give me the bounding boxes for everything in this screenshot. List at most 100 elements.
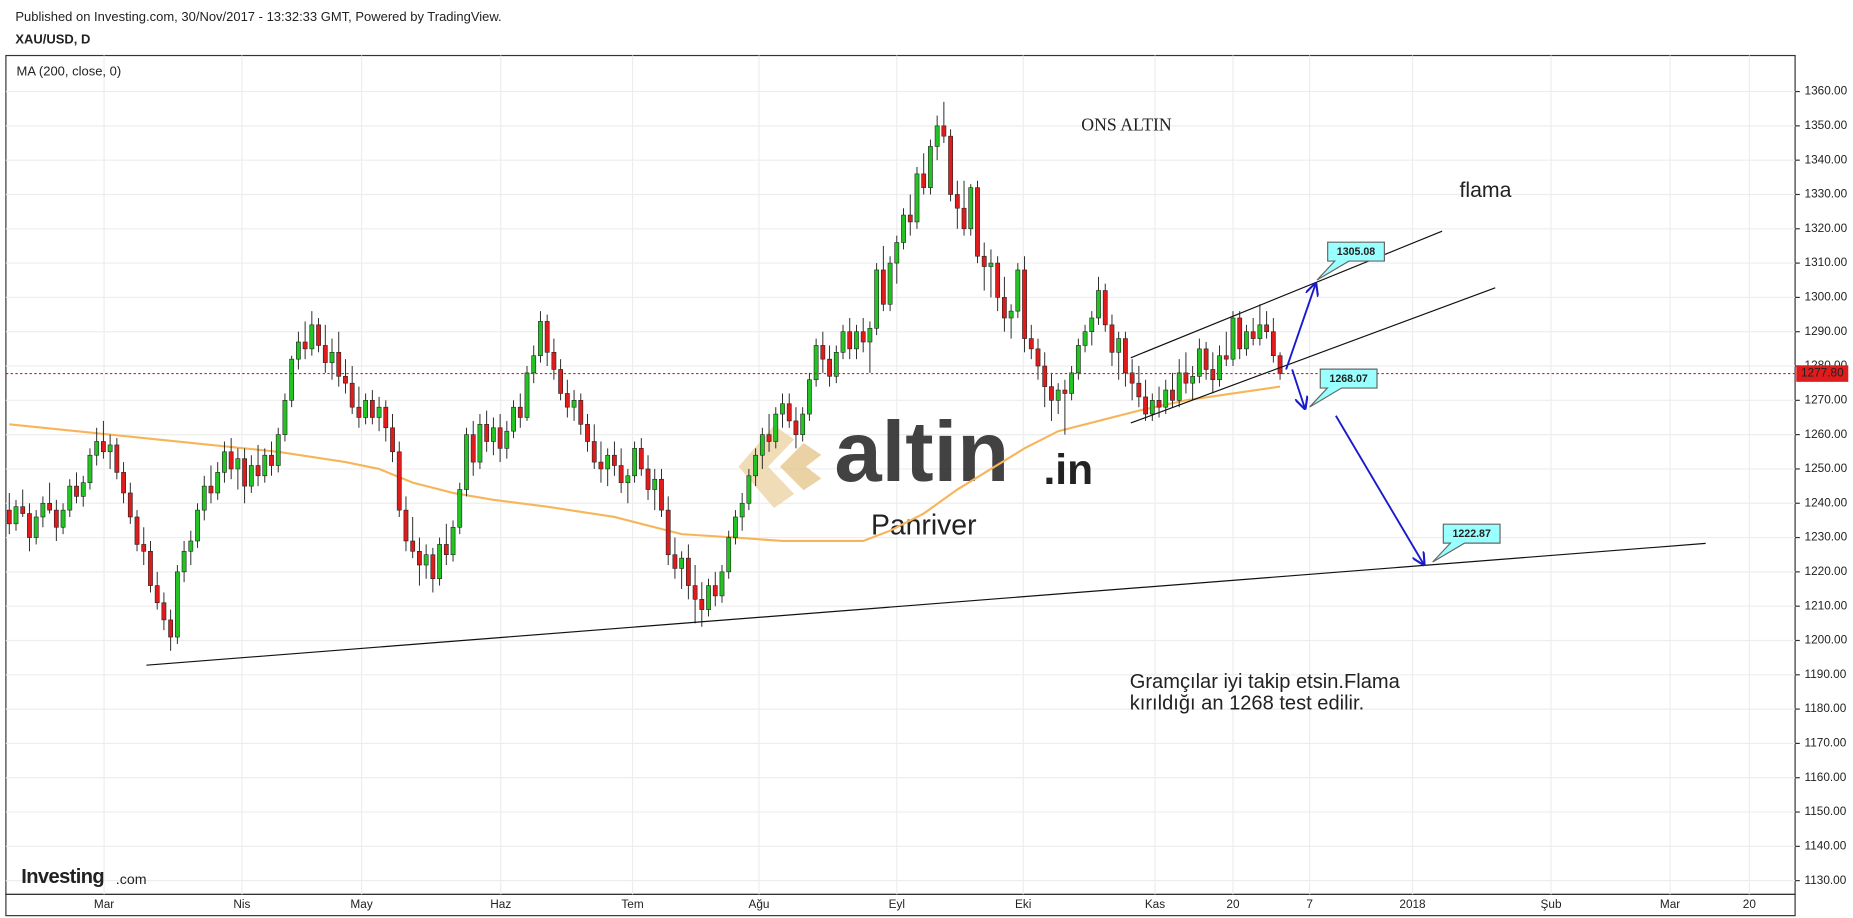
candle-body [60,509,66,528]
candle-body [511,406,516,432]
candle-body [659,478,664,511]
candle-body [1028,338,1034,350]
candle-body [605,454,611,470]
arrow [1285,284,1316,370]
callout-label: 1305.08 [1337,246,1376,258]
candle-body [847,331,853,350]
candle-body [141,544,147,552]
candle-body [255,465,261,477]
candle-body [47,502,52,511]
callout-label: 1222.87 [1452,528,1491,540]
candle-body [87,454,93,483]
candle-body [369,400,375,418]
callout-box [1432,523,1501,563]
candle-body [1237,317,1243,350]
candle-body [174,571,180,638]
candle-body [914,173,920,223]
candle-body [464,434,469,490]
candle-body [1008,310,1014,319]
candle-body [1170,389,1175,401]
annotation: Gramçılar iyi takip etsin.Flama [1130,671,1401,693]
candle-body [27,513,32,538]
candle-body [948,135,953,195]
x-tick-label: 20 [1743,897,1757,911]
candle-body [74,485,79,497]
candle-body [437,544,442,580]
y-tick-label: 1340.00 [1805,152,1848,166]
candle-body [968,187,974,230]
candle-body [759,434,765,456]
logo-main: Investing [21,866,104,888]
candle-body [80,482,86,497]
candle-body [786,403,792,422]
x-tick-label: Eki [1015,897,1031,911]
y-tick-label: 1150.00 [1805,804,1847,818]
candle-body [356,406,362,418]
candle-body [1042,365,1048,387]
ma-line [9,385,1281,543]
candle-body [390,427,395,453]
candle-body [242,458,247,487]
candle-body [1102,290,1108,326]
candle-body [383,406,389,429]
x-tick-label: Eyl [889,897,905,911]
candle-body [309,324,315,350]
candle-body [336,352,342,377]
candle-body [497,427,503,449]
candle-body [289,358,295,401]
annotation: ONS ALTIN [1081,114,1172,134]
candle-body [443,544,449,556]
candle-body [746,475,752,504]
candle-body [739,502,745,518]
candle-body [20,506,26,514]
candle-body [571,400,577,408]
candle-body [1244,331,1249,350]
candle-body [874,269,880,329]
candle-body [13,506,19,525]
candle-body [1163,389,1169,408]
y-tick-label: 1230.00 [1805,530,1848,544]
candle-body [201,485,207,511]
candle-body [1190,376,1196,384]
watermark-icon [779,443,822,491]
candle-body [450,526,456,556]
y-tick-label: 1350.00 [1805,118,1848,132]
candle-body [302,341,308,350]
candle-body [6,509,12,525]
candle-body [1257,324,1263,339]
candle-body [349,382,355,408]
candle-body [403,509,409,542]
candle-body [1089,317,1095,333]
x-tick-label: 2018 [1399,897,1426,911]
y-tick-label: 1190.00 [1805,667,1847,681]
candle-body [1230,317,1236,360]
y-tick-label: 1240.00 [1805,495,1848,509]
candle-body [854,331,859,350]
candle-body [618,465,624,483]
candle-body [154,585,160,604]
candle-body [504,430,510,449]
candle-body [1049,386,1054,401]
x-tick-label: Mar [94,897,114,911]
y-tick-label: 1250.00 [1805,461,1848,475]
candle-body [699,599,705,610]
candle-body [887,262,893,305]
candle-body [961,207,967,230]
candle-body [954,194,960,209]
y-tick-label: 1320.00 [1805,221,1848,235]
candle-body [1270,331,1276,357]
candle-body [860,331,866,343]
candle-body [558,369,563,394]
x-tick-label: Kas [1145,897,1165,911]
x-tick-label: 7 [1306,897,1313,911]
candle-body [322,345,328,363]
x-tick-label: Tem [621,897,643,911]
candle-body [524,372,530,418]
candle-body [188,540,194,552]
candle-body [490,427,496,442]
time-axis [5,893,1796,917]
candle-body [457,489,463,528]
candle-body [598,461,604,470]
annotation: flama [1459,178,1511,202]
